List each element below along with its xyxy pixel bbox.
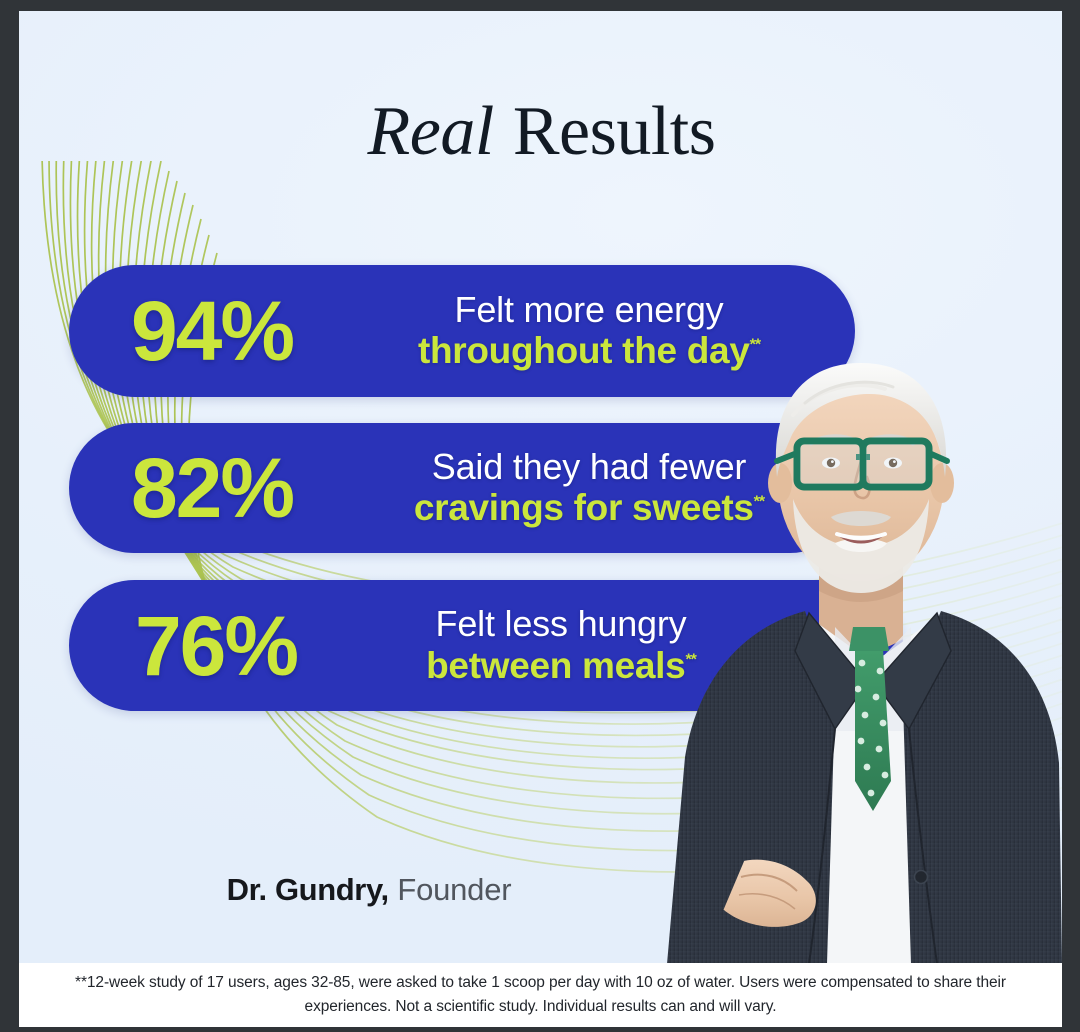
stat-percent: 82% [130,441,295,535]
stat-line-2-text: throughout the day [417,330,750,372]
stat-line-2: cravings for sweets** [349,489,829,528]
stat-line-2: between meals** [349,644,773,686]
stat-pill-energy: 94% Felt more energy throughout the day*… [69,265,855,397]
stat-text: Felt more energy throughout the day** [349,288,855,372]
stat-line-1: Said they had fewer [431,445,747,487]
footnote-marker: ** [749,337,761,355]
stat-line-2-text: cravings for sweets [413,487,754,529]
stat-percent: 76% [134,598,299,693]
stat-line-1: Felt less hungry [435,603,687,645]
stat-percent: 94% [130,284,295,378]
disclaimer-footer: **12-week study of 17 users, ages 32-85,… [19,963,1062,1027]
stat-line-1: Felt more energy [454,288,724,330]
stat-line-2: throughout the day** [349,332,829,371]
stat-text: Said they had fewer cravings for sweets*… [349,445,855,529]
footnote-marker: ** [753,494,765,512]
headline-plain-word: Results [512,93,716,170]
founder-caption: Dr. Gundry, Founder [19,872,719,907]
page-title: Real Results [19,97,1062,167]
founder-role: Founder [397,872,512,907]
stat-pill-cravings: 82% Said they had fewer cravings for swe… [69,423,855,553]
stat-pill-hunger: 76% Felt less hungry between meals** [69,580,903,711]
disclaimer-text: **12-week study of 17 users, ages 32-85,… [75,973,1006,1015]
headline-italic-word: Real [361,93,507,170]
ad-card: Real Results 94% Felt more energy throug… [19,11,1062,1027]
stat-line-2-text: between meals [426,644,686,686]
footnote-marker: ** [685,651,696,669]
stat-text: Felt less hungry between meals** [349,605,903,686]
founder-name: Dr. Gundry, [226,872,390,907]
